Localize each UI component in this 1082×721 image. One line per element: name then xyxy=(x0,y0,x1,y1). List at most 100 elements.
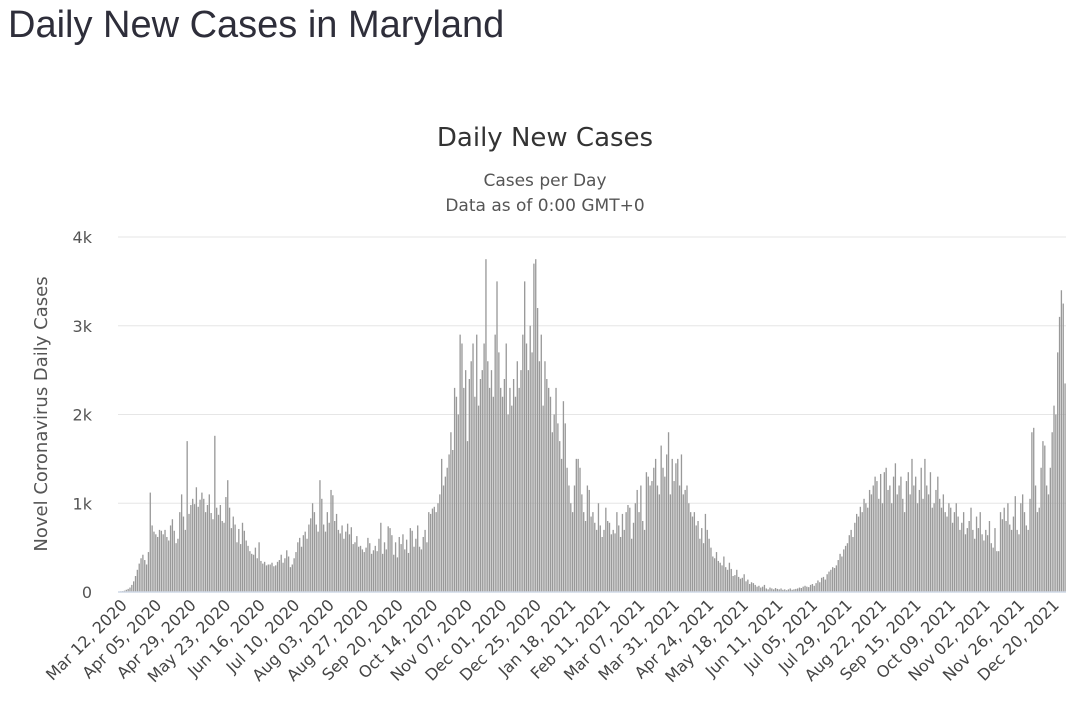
y-tick-label: 0 xyxy=(82,583,92,602)
bar xyxy=(162,534,164,592)
bar xyxy=(221,521,223,592)
bar xyxy=(935,489,937,592)
bar xyxy=(459,334,461,593)
bar xyxy=(933,503,935,592)
bar xyxy=(854,522,856,592)
bar xyxy=(677,458,679,593)
bar xyxy=(701,528,703,592)
bar xyxy=(653,467,655,592)
bar xyxy=(784,589,786,592)
bar xyxy=(208,494,210,593)
bar xyxy=(820,577,823,592)
bar xyxy=(843,549,845,592)
bar xyxy=(251,553,253,592)
bar xyxy=(249,551,251,592)
bar xyxy=(889,485,891,592)
bar xyxy=(1064,383,1066,592)
bar xyxy=(273,566,275,592)
y-tick-label: 3k xyxy=(73,317,93,336)
bar xyxy=(322,524,325,592)
bar xyxy=(632,522,635,592)
bar xyxy=(795,588,797,592)
bar xyxy=(265,565,268,593)
bar xyxy=(903,512,906,593)
bar xyxy=(516,361,518,592)
bar xyxy=(874,476,876,593)
bar xyxy=(675,463,677,592)
bar xyxy=(358,546,360,592)
bar xyxy=(931,507,933,592)
bar xyxy=(529,325,531,592)
bar xyxy=(736,569,738,592)
y-axis-label: Novel Coronavirus Daily Cases xyxy=(31,276,52,551)
bar xyxy=(1055,414,1057,592)
bar xyxy=(634,503,637,592)
bar xyxy=(426,542,428,592)
bar xyxy=(184,529,186,593)
bar xyxy=(179,512,181,593)
bar xyxy=(763,584,766,592)
bar xyxy=(409,528,411,592)
bar xyxy=(228,507,231,592)
bar xyxy=(267,564,269,592)
bar xyxy=(780,588,782,592)
bar xyxy=(247,545,249,592)
bar xyxy=(1027,529,1029,593)
bar xyxy=(581,494,583,593)
bar xyxy=(986,535,989,592)
bar xyxy=(946,516,948,592)
bar xyxy=(583,512,585,593)
bar xyxy=(498,352,500,593)
bar xyxy=(168,540,170,592)
bar xyxy=(560,458,563,593)
bar xyxy=(717,560,719,592)
bar xyxy=(155,534,157,592)
bar xyxy=(175,543,177,592)
bar xyxy=(429,513,432,592)
bar xyxy=(885,467,887,592)
bar xyxy=(269,564,271,592)
bar xyxy=(448,454,450,592)
bar xyxy=(723,556,725,592)
bar xyxy=(481,370,483,593)
bar xyxy=(295,552,297,592)
bar xyxy=(905,481,908,592)
bar xyxy=(791,589,793,592)
bar xyxy=(319,480,321,592)
bar xyxy=(896,494,898,593)
bar xyxy=(972,529,974,593)
bar xyxy=(129,587,131,592)
bar xyxy=(844,545,847,592)
bar xyxy=(302,535,305,592)
bar xyxy=(188,513,190,592)
bar xyxy=(1007,503,1009,592)
bar xyxy=(393,554,395,592)
bar xyxy=(492,396,494,592)
bar xyxy=(275,565,277,593)
bar xyxy=(293,558,295,592)
bar xyxy=(922,498,924,592)
bar xyxy=(223,522,225,592)
bar xyxy=(156,536,159,592)
bar xyxy=(446,467,448,592)
bar xyxy=(992,547,994,593)
bar xyxy=(452,450,454,592)
bar xyxy=(1025,525,1028,592)
bar xyxy=(974,538,976,592)
bar xyxy=(852,536,854,592)
bar xyxy=(182,516,185,592)
bar xyxy=(785,590,788,592)
bar xyxy=(234,524,236,592)
bar xyxy=(789,588,791,592)
bar xyxy=(310,518,312,592)
bar xyxy=(833,568,836,592)
bar xyxy=(964,534,967,592)
bar xyxy=(487,361,489,592)
bar xyxy=(726,569,729,592)
bar xyxy=(690,512,692,593)
bar xyxy=(883,472,885,592)
bar xyxy=(339,533,341,592)
bar xyxy=(238,528,240,592)
bar xyxy=(857,516,860,592)
